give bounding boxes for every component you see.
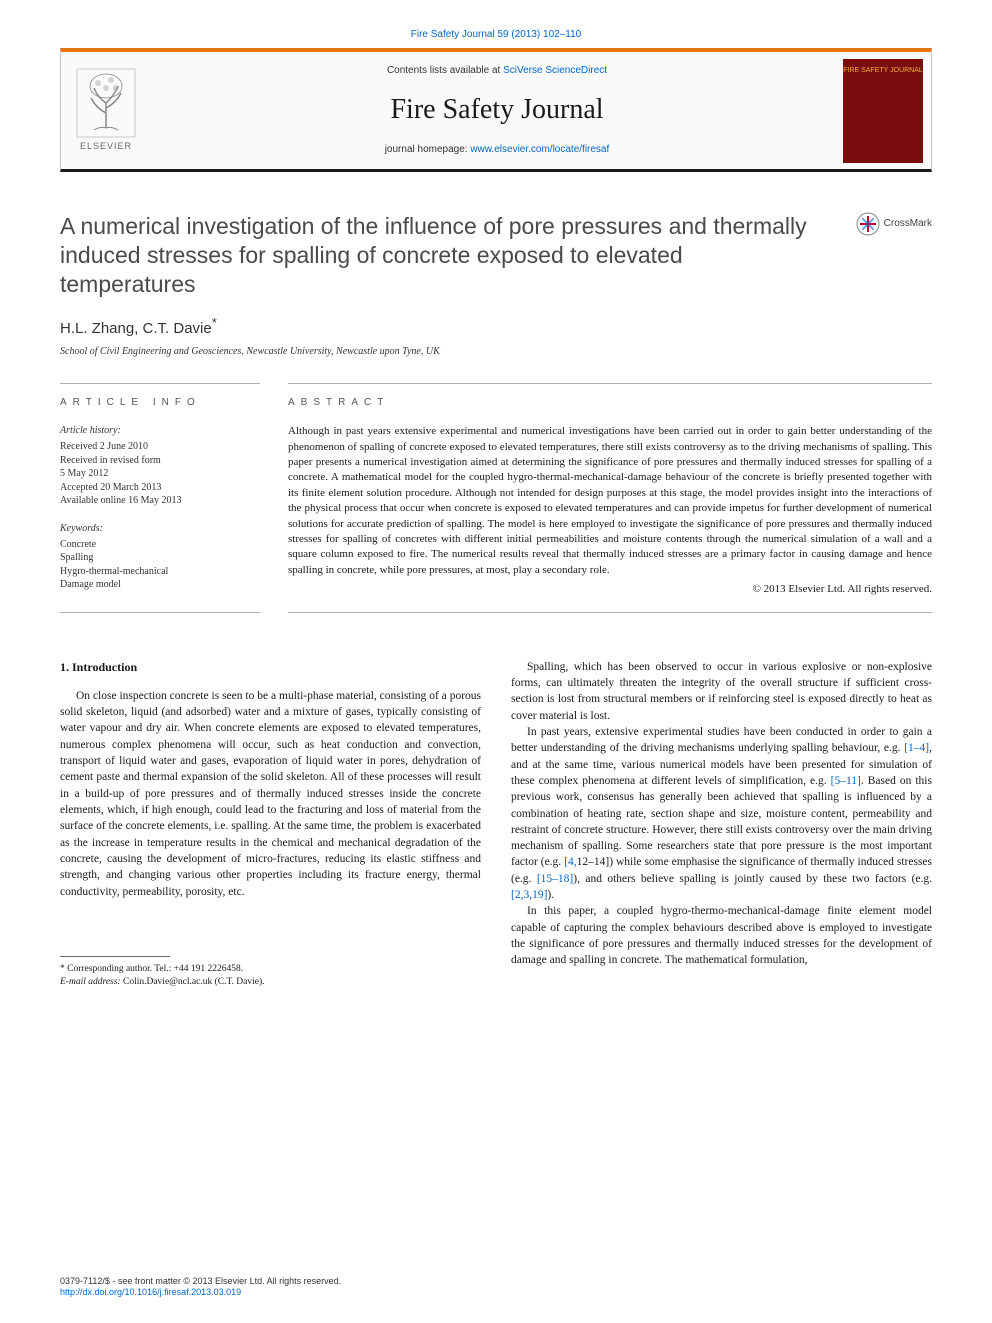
footer-copyright: 0379-7112/$ - see front matter © 2013 El… bbox=[60, 1276, 932, 1288]
abstract-heading: abstract bbox=[288, 396, 932, 410]
contents-prefix: Contents lists available at bbox=[387, 65, 503, 76]
authors: H.L. Zhang, C.T. Davie* bbox=[60, 314, 932, 339]
corresponding-mark: * bbox=[212, 315, 217, 330]
keyword-item: Damage model bbox=[60, 578, 260, 592]
publisher-name: ELSEVIER bbox=[80, 140, 132, 153]
reference-link[interactable]: [1–4] bbox=[904, 742, 929, 754]
journal-header: ELSEVIER Contents lists available at Sci… bbox=[60, 48, 932, 172]
abstract-column: abstract Although in past years extensiv… bbox=[288, 383, 932, 612]
history-item: 5 May 2012 bbox=[60, 467, 260, 481]
keyword-item: Spalling bbox=[60, 551, 260, 565]
body-paragraph: On close inspection concrete is seen to … bbox=[60, 688, 481, 900]
reference-link[interactable]: [4, bbox=[564, 856, 576, 868]
reference-link[interactable]: [15–18] bbox=[537, 873, 573, 885]
author-names: H.L. Zhang, C.T. Davie bbox=[60, 320, 212, 337]
article-info-heading: article info bbox=[60, 396, 260, 410]
journal-cover-thumb[interactable]: FIRE SAFETY JOURNAL bbox=[843, 59, 923, 163]
sciencedirect-link[interactable]: SciVerse ScienceDirect bbox=[503, 65, 607, 76]
publisher-logo[interactable]: ELSEVIER bbox=[61, 52, 151, 169]
reference-link[interactable]: [5–11] bbox=[831, 775, 861, 787]
header-center: Contents lists available at SciVerse Sci… bbox=[151, 64, 843, 157]
history-item: Received 2 June 2010 bbox=[60, 440, 260, 454]
page-footer: 0379-7112/$ - see front matter © 2013 El… bbox=[60, 1276, 932, 1299]
crossmark-icon bbox=[856, 212, 880, 236]
homepage-line: journal homepage: www.elsevier.com/locat… bbox=[151, 143, 843, 157]
history-label: Article history: bbox=[60, 424, 260, 438]
history-item: Accepted 20 March 2013 bbox=[60, 481, 260, 495]
keyword-item: Concrete bbox=[60, 538, 260, 552]
abstract-text: Although in past years extensive experim… bbox=[288, 424, 932, 578]
copyright: © 2013 Elsevier Ltd. All rights reserved… bbox=[288, 582, 932, 597]
cover-thumb-title: FIRE SAFETY JOURNAL bbox=[843, 67, 923, 75]
footnote-rule bbox=[60, 956, 170, 957]
body-columns: 1. Introduction On close inspection conc… bbox=[60, 659, 932, 989]
reference-link[interactable]: [2,3,19] bbox=[511, 889, 547, 901]
doi-link[interactable]: http://dx.doi.org/10.1016/j.firesaf.2013… bbox=[60, 1287, 241, 1297]
section-heading: 1. Introduction bbox=[60, 659, 481, 676]
homepage-prefix: journal homepage: bbox=[385, 144, 471, 155]
body-column-right: Spalling, which has been observed to occ… bbox=[511, 659, 932, 989]
body-paragraph: In past years, extensive experimental st… bbox=[511, 724, 932, 904]
email-footnote: E-mail address: Colin.Davie@ncl.ac.uk (C… bbox=[60, 976, 481, 989]
article-info-column: article info Article history: Received 2… bbox=[60, 383, 260, 612]
homepage-link[interactable]: www.elsevier.com/locate/firesaf bbox=[470, 144, 609, 155]
email-value[interactable]: Colin.Davie@ncl.ac.uk (C.T. Davie). bbox=[121, 977, 265, 987]
text-run: ). bbox=[547, 889, 554, 901]
text-run: ), and others believe spalling is jointl… bbox=[573, 873, 932, 885]
elsevier-tree-icon bbox=[76, 68, 136, 138]
corresponding-footnote: * Corresponding author. Tel.: +44 191 22… bbox=[60, 963, 481, 976]
text-run: . Based on this previous work, consensus… bbox=[511, 775, 932, 869]
history-item: Available online 16 May 2013 bbox=[60, 494, 260, 508]
history-item: Received in revised form bbox=[60, 454, 260, 468]
body-paragraph: Spalling, which has been observed to occ… bbox=[511, 659, 932, 724]
affiliation: School of Civil Engineering and Geoscien… bbox=[60, 345, 932, 359]
article-title: A numerical investigation of the influen… bbox=[60, 212, 810, 298]
keywords-label: Keywords: bbox=[60, 522, 260, 536]
text-run: In past years, extensive experimental st… bbox=[511, 726, 932, 754]
crossmark-badge[interactable]: CrossMark bbox=[856, 212, 932, 236]
journal-name: Fire Safety Journal bbox=[151, 90, 843, 129]
contents-available-line: Contents lists available at SciVerse Sci… bbox=[151, 64, 843, 78]
crossmark-label: CrossMark bbox=[884, 217, 932, 231]
keyword-item: Hygro-thermal-mechanical bbox=[60, 565, 260, 579]
email-label: E-mail address: bbox=[60, 977, 121, 987]
journal-citation[interactable]: Fire Safety Journal 59 (2013) 102–110 bbox=[0, 0, 992, 48]
body-paragraph: In this paper, a coupled hygro-thermo-me… bbox=[511, 903, 932, 968]
body-column-left: 1. Introduction On close inspection conc… bbox=[60, 659, 481, 989]
